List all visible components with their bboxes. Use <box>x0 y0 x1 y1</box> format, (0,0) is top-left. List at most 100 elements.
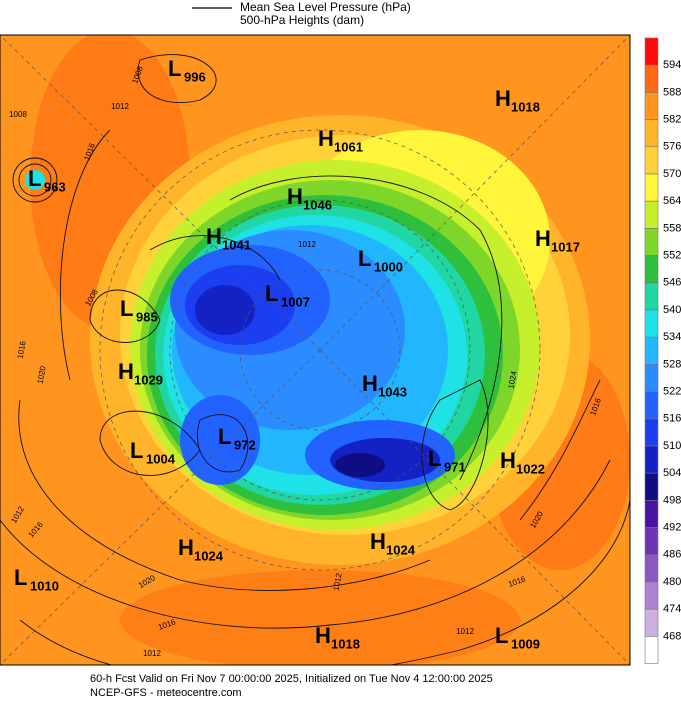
pressure-center-value: 971 <box>444 459 466 474</box>
colorbar-box <box>644 309 659 338</box>
isobar-label: 1008 <box>9 110 27 119</box>
pressure-center-letter: H <box>362 371 378 396</box>
isobar-label: 1012 <box>143 649 161 658</box>
pressure-center-value: 963 <box>44 179 66 194</box>
pressure-center-value: 1017 <box>551 239 580 254</box>
colorbar-box <box>644 445 659 474</box>
pressure-center-value: 1022 <box>516 461 545 476</box>
pressure-center-letter: L <box>428 446 441 471</box>
isobar-label: 1012 <box>332 572 344 592</box>
pressure-center-value: 1007 <box>281 294 310 309</box>
colorbar-box <box>644 200 659 229</box>
colorbar-box <box>644 500 659 528</box>
footer-text: NCEP-GFS - meteocentre.com <box>90 687 242 699</box>
isobar-label: 1024 <box>507 370 519 390</box>
colorbar-label: 522 <box>663 386 681 398</box>
isobar-label: 1012 <box>456 627 474 636</box>
colorbar-box <box>644 119 659 148</box>
colorbar-label: 474 <box>663 603 681 615</box>
pressure-center-letter: H <box>495 86 511 111</box>
colorbar-label: 534 <box>663 331 681 343</box>
colorbar-label: 588 <box>663 86 681 98</box>
pressure-center-value: 1010 <box>30 578 59 593</box>
colorbar-box <box>644 472 659 501</box>
colorbar-label: 582 <box>663 114 681 126</box>
pressure-center-letter: H <box>287 184 303 209</box>
pressure-center-value: 1004 <box>146 451 176 466</box>
footer-text: 60-h Fcst Valid on Fri Nov 7 00:00:00 20… <box>90 673 493 685</box>
pressure-center-letter: H <box>535 226 551 251</box>
colorbar-box <box>644 581 659 610</box>
colorbar-label: 540 <box>663 304 681 316</box>
pressure-center-value: 1018 <box>331 636 360 651</box>
map-frame <box>0 34 631 666</box>
colorbar-label: 504 <box>663 467 681 479</box>
colorbar-box <box>644 255 659 284</box>
colorbar-label: 570 <box>663 168 681 180</box>
colorbar-box <box>644 527 659 556</box>
isobar-label: 1020 <box>36 365 48 385</box>
pressure-center-value: 1061 <box>334 139 363 154</box>
isobar-label: 1012 <box>111 102 129 111</box>
pressure-center-letter: H <box>118 359 134 384</box>
colorbar: 594 588 582 576 570 564 558 552 546 540 534 528 522 5… <box>644 37 681 664</box>
pressure-center-value: 1018 <box>511 99 540 114</box>
isobar-label: 1016 <box>16 340 28 360</box>
colorbar-box <box>644 228 659 256</box>
legend-text: 500-hPa Heights (dam) <box>240 13 364 27</box>
pressure-center-letter: H <box>178 535 194 560</box>
pressure-center-value: 1024 <box>194 548 224 563</box>
legend-text: Mean Sea Level Pressure (hPa) <box>240 0 411 14</box>
colorbar-box <box>644 173 659 202</box>
pressure-center-letter: H <box>318 126 334 151</box>
colorbar-box <box>644 608 659 637</box>
colorbar-label: 576 <box>663 141 681 153</box>
pressure-center-letter: L <box>495 623 508 648</box>
pressure-center-letter: H <box>370 529 386 554</box>
colorbar-label: 528 <box>663 358 681 370</box>
colorbar-box <box>644 146 659 175</box>
pressure-center-value: 1046 <box>303 197 332 212</box>
colorbar-label: 516 <box>663 413 681 425</box>
pressure-center-letter: L <box>358 246 371 271</box>
colorbar-box <box>644 636 659 664</box>
pressure-center-letter: L <box>130 438 143 463</box>
colorbar-box <box>644 364 659 392</box>
pressure-center-value: 985 <box>136 309 158 324</box>
colorbar-label: 486 <box>663 549 681 561</box>
map <box>0 35 630 665</box>
colorbar-label: 552 <box>663 250 681 262</box>
colorbar-box <box>644 336 659 365</box>
colorbar-label: 558 <box>663 222 681 234</box>
pressure-center-letter: L <box>28 166 41 191</box>
pressure-center-letter: L <box>265 281 278 306</box>
colorbar-label: 546 <box>663 277 681 289</box>
colorbar-box <box>644 92 659 120</box>
colorbar-label: 594 <box>663 59 681 71</box>
pressure-center-value: 1000 <box>374 259 403 274</box>
pressure-center-value: 1009 <box>511 636 540 651</box>
colorbar-label: 498 <box>663 494 681 506</box>
pressure-center-letter: H <box>315 623 331 648</box>
pressure-center-letter: L <box>14 565 27 590</box>
colorbar-box <box>644 37 659 66</box>
colorbar-label: 510 <box>663 440 681 452</box>
colorbar-label: 480 <box>663 576 681 588</box>
pressure-center-letter: L <box>168 56 181 81</box>
pressure-center-value: 1024 <box>386 542 416 557</box>
pressure-center-letter: L <box>218 424 231 449</box>
colorbar-box <box>644 391 659 420</box>
isobar-label: 1012 <box>298 240 316 249</box>
colorbar-box <box>644 554 659 583</box>
colorbar-box <box>644 418 659 447</box>
colorbar-box <box>644 282 659 311</box>
pressure-center-value: 1043 <box>378 384 407 399</box>
pressure-center-letter: H <box>500 448 516 473</box>
pressure-center-value: 996 <box>184 69 206 84</box>
pressure-center-letter: H <box>206 224 222 249</box>
pressure-center-value: 1041 <box>222 237 251 252</box>
colorbar-label: 564 <box>663 195 681 207</box>
pressure-center-value: 972 <box>234 437 256 452</box>
